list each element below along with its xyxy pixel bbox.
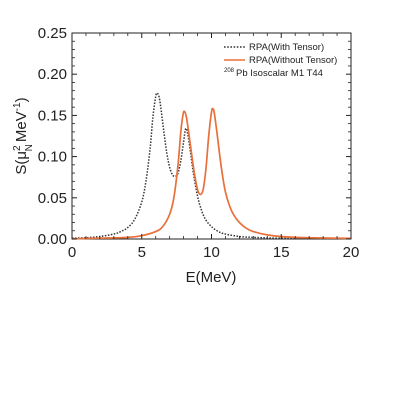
legend-label-without-tensor: RPA(Without Tensor) [249,55,337,66]
y-axis: 0.00 0.05 0.10 0.15 0.20 0.25 [38,25,351,248]
y-axis-title: S(μ2NMeV-1) [12,97,35,174]
y-tick-label: 0.25 [38,25,67,42]
y-tick-label: 0.00 [38,231,67,248]
x-tick-label: 0 [68,244,76,261]
legend-label-with-tensor: RPA(With Tensor) [249,42,324,53]
legend: RPA(With Tensor) RPA(Without Tensor) [224,42,337,66]
x-tick-label: 15 [273,244,290,261]
y-tick-label: 0.20 [38,66,67,83]
curves [71,92,352,240]
y-tick-label: 0.10 [38,149,67,166]
y-tick-label: 0.15 [38,107,67,124]
x-axis: 0 5 10 15 20 [68,33,360,261]
x-tick-label: 10 [203,244,220,261]
series-line-without-tensor [71,107,352,240]
x-tick-label: 20 [343,244,360,261]
y-tick-label: 0.05 [38,190,67,207]
x-tick-label: 5 [138,244,146,261]
annotation-label: 208 Pb Isoscalar M1 T44 [224,68,323,79]
x-axis-title: E(MeV) [186,269,237,286]
series-line-with-tensor [71,92,352,240]
